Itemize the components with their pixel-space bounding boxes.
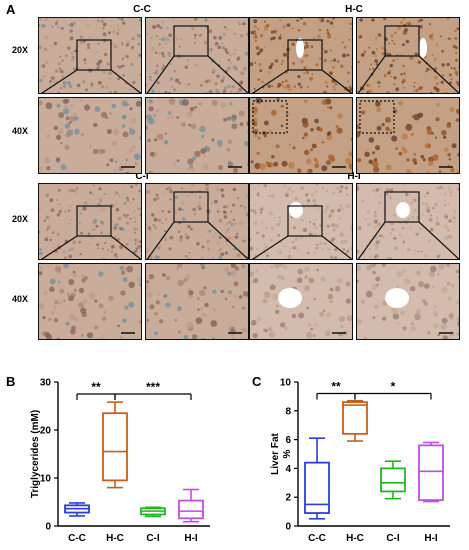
mag-label-40x-bottom: 40X [12,294,29,304]
micrograph-tile [356,17,460,94]
x-tick-label: C-I [146,533,160,544]
y-tick-label: 6 [285,435,291,446]
box-iqr [418,444,444,501]
micrograph-tile [145,183,249,260]
micrograph-tile [249,97,353,174]
group-title-hc: H-C [345,4,363,15]
y-axis-label: Triglycerides (mM) [30,410,41,498]
x-tick-label: H-I [424,533,438,544]
mag-label-20x-top: 20X [12,45,29,55]
significance-label: ** [331,380,341,394]
micrograph-tile [38,97,142,174]
micrograph-tile [249,263,353,340]
mag-label-40x-top: 40X [12,126,29,136]
y-tick-label: 10 [280,378,292,389]
panel-c-letter: C [252,374,262,389]
x-tick-label: C-C [68,533,86,544]
box-iqr [380,467,406,493]
group-title-ci: C-I [135,171,149,182]
x-tick-label: H-C [106,533,124,544]
x-tick-label: C-I [386,533,400,544]
micrograph-tile [38,183,142,260]
y-tick-label: 0 [45,522,51,533]
y-tick-label: 30 [40,378,52,389]
y-tick-label: 8 [285,406,291,417]
x-tick-label: C-C [308,533,326,544]
micrograph-tile [249,183,353,260]
significance-label: * [391,380,396,394]
micrograph-tile [249,17,353,94]
significance-label: ** [91,380,101,394]
y-tick-label: 20 [40,426,52,437]
box-iqr [304,461,330,514]
micrograph-tile [145,17,249,94]
panel-a-letter: A [6,2,16,17]
mag-label-20x-bottom: 20X [12,214,29,224]
micrograph-tile [38,17,142,94]
x-tick-label: H-I [184,533,198,544]
y-tick-label: 10 [40,474,52,485]
micrograph-tile [356,97,460,174]
box-iqr [342,401,368,435]
box-iqr [102,412,128,482]
micrograph-tile [356,263,460,340]
significance-label: *** [146,380,160,394]
y-tick-label: 2 [285,493,291,504]
box-iqr [178,499,204,520]
x-tick-label: H-C [346,533,364,544]
group-title-cc: C-C [133,4,151,15]
y-tick-label: 4 [285,464,291,475]
y-tick-label: 0 [285,522,291,533]
micrograph-tile [145,263,249,340]
panel-b-letter: B [6,374,16,389]
micrograph-tile [145,97,249,174]
group-title-hi: H-I [347,171,361,182]
micrograph-tile [356,183,460,260]
micrograph-tile [38,263,142,340]
y-axis-label: Liver Fat% [270,432,293,474]
